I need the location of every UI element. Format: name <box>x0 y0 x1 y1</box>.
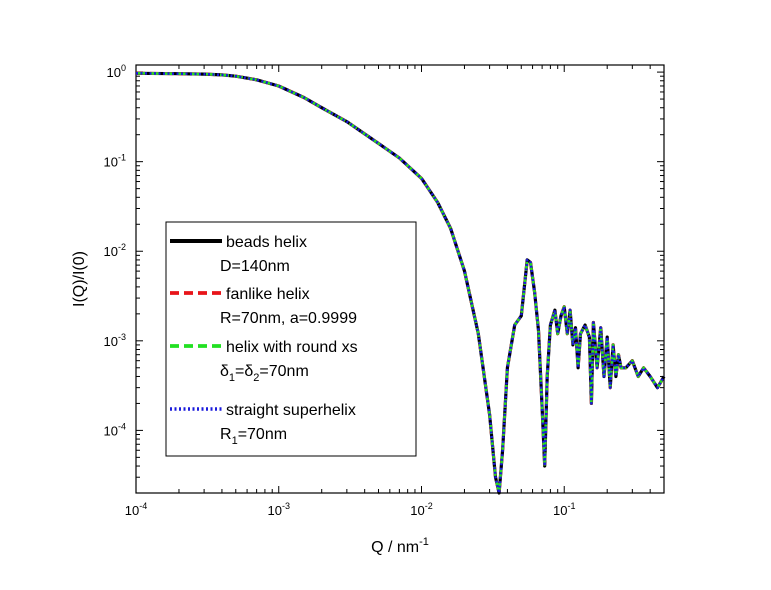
legend-label-4: straight superhelix <box>226 402 356 419</box>
legend: beads helix D=140nm fanlike helix R=70nm, a… <box>165 221 417 457</box>
y-tick-label: 10-4 <box>104 421 126 438</box>
tick-labels: 10-4 10-3 10-2 10-1 10-4 10-3 10-2 10-1 100 <box>104 63 576 518</box>
x-tick-label: 10-3 <box>268 501 290 518</box>
x-tick-label: 10-2 <box>410 501 432 518</box>
y-tick-label: 100 <box>107 63 126 80</box>
y-tick-label: 10-3 <box>104 332 126 349</box>
legend-sublabel-2: R=70nm, a=0.9999 <box>220 310 357 327</box>
legend-label-3: helix with round xs <box>226 339 358 356</box>
legend-sublabel-4: R1=70nm <box>220 426 287 447</box>
series-layer <box>135 71 666 495</box>
series-line-4 <box>135 72 666 495</box>
y-tick-label: 10-1 <box>104 153 126 170</box>
y-axis-label: I(Q)/I(0) <box>71 251 88 307</box>
x-tick-label: 10-1 <box>553 501 575 518</box>
x-tick-label: 10-4 <box>125 501 147 518</box>
legend-sublabel-3: δ1=δ2=70nm <box>220 363 309 384</box>
legend-label-1: beads helix <box>226 234 307 251</box>
y-tick-label: 10-2 <box>104 242 126 259</box>
legend-box <box>165 221 417 457</box>
legend-sublabel-1: D=140nm <box>220 258 290 275</box>
axis-ticks <box>135 65 665 494</box>
x-axis-label: Q / nm-1 <box>371 536 429 556</box>
legend-label-2: fanlike helix <box>226 286 310 303</box>
